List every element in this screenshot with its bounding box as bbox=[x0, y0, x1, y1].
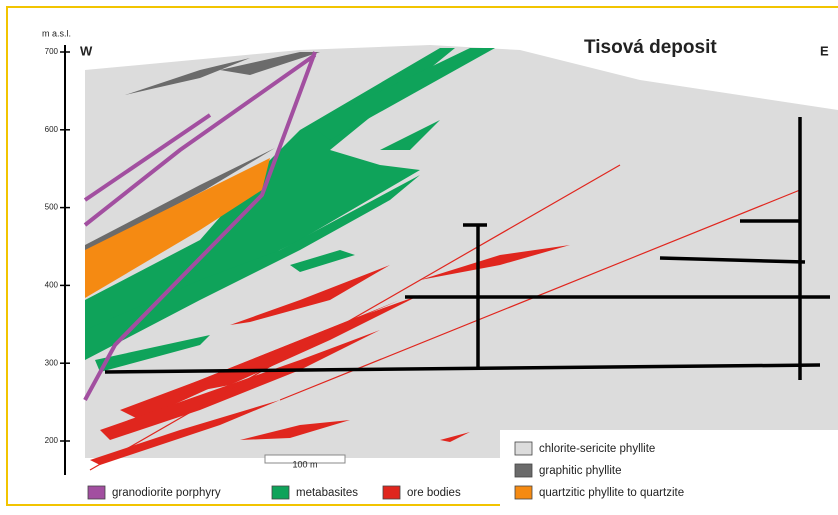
metabasite-bands bbox=[85, 48, 495, 372]
frame bbox=[6, 6, 838, 506]
east-label: E bbox=[820, 43, 829, 58]
legend-label: metabasites bbox=[296, 487, 358, 499]
legend-swatch bbox=[514, 463, 533, 478]
axis-label: m a.s.l. bbox=[42, 28, 71, 38]
legend-label: graphitic phyllite bbox=[539, 465, 621, 477]
scale-bar bbox=[264, 454, 346, 464]
legend-box bbox=[500, 430, 838, 508]
ore-veins bbox=[89, 164, 801, 471]
legend-label: granodiorite porphyry bbox=[112, 487, 221, 499]
tick-label: 600 bbox=[45, 125, 59, 134]
legend-swatch bbox=[514, 485, 533, 500]
tick-label: 300 bbox=[45, 358, 59, 367]
legend-swatch bbox=[87, 485, 106, 500]
ore-lenses bbox=[90, 245, 570, 465]
scale-label: 100 m bbox=[292, 459, 317, 469]
legend-label: quartzitic phyllite to quartzite bbox=[539, 487, 684, 499]
legend-swatch bbox=[514, 441, 533, 456]
west-label: W bbox=[80, 43, 93, 58]
legend-swatch bbox=[271, 485, 290, 500]
tick-label: 200 bbox=[45, 436, 59, 445]
tick-label: 500 bbox=[45, 203, 59, 212]
legend-swatch bbox=[382, 485, 401, 500]
mine-workings bbox=[104, 117, 830, 380]
title: Tisová deposit bbox=[584, 37, 717, 58]
legend-label: ore bodies bbox=[407, 487, 461, 499]
tick-label: 400 bbox=[45, 281, 59, 290]
legend-label: chlorite-sericite phyllite bbox=[539, 443, 655, 455]
tick-label: 700 bbox=[45, 47, 59, 56]
quartzite-band bbox=[85, 158, 270, 298]
graphitic-bands bbox=[85, 52, 320, 252]
porphyry-dykes bbox=[83, 51, 317, 401]
